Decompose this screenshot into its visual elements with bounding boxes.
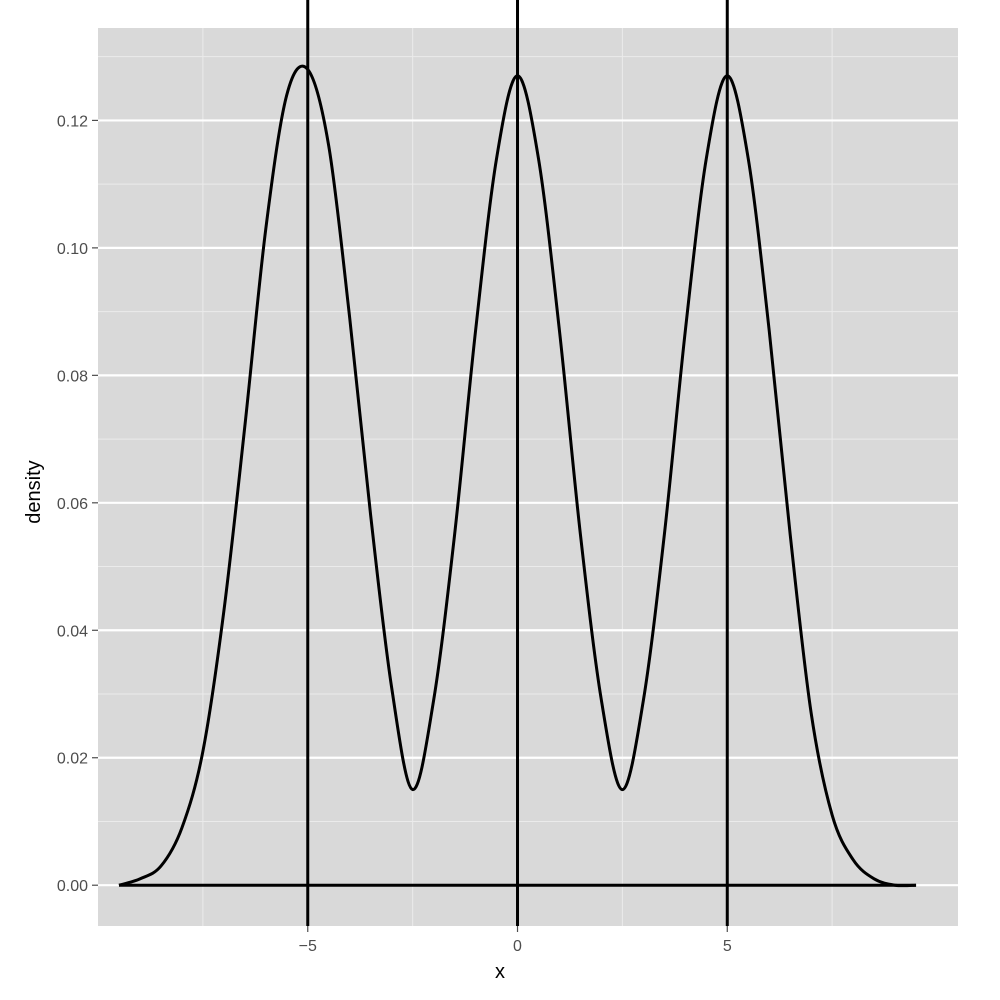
x-tick-label: −5 bbox=[299, 938, 317, 955]
y-axis-title: density bbox=[23, 460, 45, 523]
y-tick-label: 0.08 bbox=[57, 368, 88, 385]
y-tick-label: 0.12 bbox=[57, 113, 88, 130]
minor-grid bbox=[98, 28, 958, 926]
x-tick-label: 5 bbox=[723, 938, 732, 955]
reference-lines bbox=[118, 0, 917, 926]
y-tick-label: 0.06 bbox=[57, 496, 88, 513]
x-tick-label: 0 bbox=[513, 938, 522, 955]
x-axis-title: x bbox=[495, 961, 505, 983]
x-axis: −5 0 5 bbox=[299, 926, 732, 955]
plot-panel bbox=[98, 28, 958, 926]
y-tick-label: 0.04 bbox=[57, 623, 88, 640]
y-tick-label: 0.00 bbox=[57, 878, 88, 895]
density-curve bbox=[118, 64, 917, 888]
y-tick-label: 0.02 bbox=[57, 751, 88, 768]
y-axis: 0.00 0.02 0.04 0.06 0.08 0.10 0.12 bbox=[57, 113, 98, 895]
y-tick-label: 0.10 bbox=[57, 241, 88, 258]
